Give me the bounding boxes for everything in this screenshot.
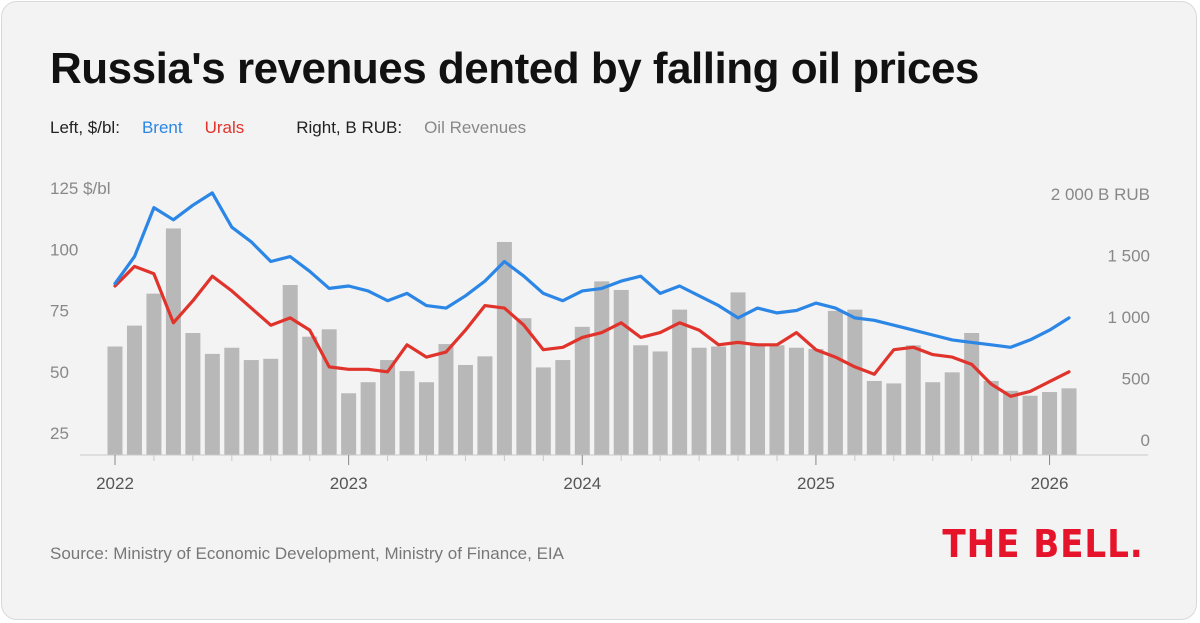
revenue-bar — [185, 332, 201, 455]
revenue-bar — [788, 347, 804, 455]
revenue-bar — [944, 372, 960, 455]
revenue-bar — [1022, 395, 1038, 455]
x-axis-year-label: 2022 — [96, 474, 134, 493]
revenue-bar — [1042, 392, 1058, 455]
revenue-bar — [516, 318, 532, 455]
legend-right-label: Right, B RUB: — [296, 118, 403, 137]
chart-title: Russia's revenues dented by falling oil … — [50, 44, 979, 93]
right-axis-tick-label: 1 500 — [1107, 247, 1150, 266]
right-axis-tick-label: 0 — [1141, 431, 1150, 450]
revenue-bar — [321, 329, 337, 455]
x-axis-year-label: 2024 — [563, 474, 601, 493]
revenue-bar — [438, 344, 454, 455]
revenue-bar — [419, 382, 435, 455]
revenue-bar — [827, 310, 843, 455]
source-note: Source: Ministry of Economic Development… — [50, 544, 564, 563]
brent-line — [113, 191, 1071, 349]
left-axis-tick-label: 50 — [50, 363, 69, 382]
left-axis-tick-label: 100 — [50, 240, 78, 259]
revenue-bar — [165, 228, 181, 455]
revenue-bar — [360, 382, 376, 455]
revenue-bar — [1003, 390, 1019, 455]
revenue-bar — [1061, 388, 1077, 455]
revenue-bar — [613, 289, 629, 455]
revenue-bar — [847, 309, 863, 455]
revenue-bar — [750, 345, 766, 455]
legend-left-label: Left, $/bl: — [50, 118, 120, 137]
revenue-bar — [341, 393, 357, 455]
revenue-bar — [905, 345, 921, 455]
revenue-bar — [769, 345, 785, 455]
revenue-bar — [457, 364, 473, 455]
revenue-bar — [399, 371, 415, 455]
right-axis-top-label: 2 000 B RUB — [1051, 185, 1150, 204]
revenue-bar — [808, 348, 824, 455]
revenue-bar — [925, 382, 941, 455]
x-axis-year-label: 2023 — [330, 474, 368, 493]
revenue-bar — [730, 292, 746, 455]
the-bell-logo: THE BELL. — [942, 522, 1144, 566]
x-axis-year-label: 2025 — [797, 474, 835, 493]
revenue-bar — [711, 346, 727, 455]
revenue-bar — [263, 358, 279, 455]
revenue-bar — [964, 332, 980, 455]
x-axis-year-label: 2026 — [1031, 474, 1069, 493]
revenue-bar — [477, 356, 493, 455]
legend-brent: Brent — [141, 118, 183, 137]
right-axis-tick-label: 1 000 — [1107, 308, 1150, 327]
left-axis-tick-label: 75 — [50, 302, 69, 321]
revenue-bar — [380, 360, 396, 455]
revenue-bar — [146, 293, 162, 455]
revenue-bar — [866, 380, 882, 455]
revenue-bar — [224, 347, 240, 455]
revenue-bar — [672, 309, 688, 455]
revenue-bar — [555, 360, 571, 455]
revenue-bar — [983, 380, 999, 455]
left-axis-tick-label: 25 — [50, 424, 69, 443]
urals-line — [113, 264, 1071, 398]
revenue-bar — [535, 367, 551, 455]
revenue-bar — [652, 351, 668, 455]
legend-urals: Urals — [204, 118, 245, 137]
revenue-bar — [691, 347, 707, 455]
revenue-bar — [886, 383, 902, 455]
revenue-bar — [496, 241, 512, 455]
revenue-bar — [302, 336, 318, 455]
revenue-bar — [574, 326, 590, 455]
revenue-bar — [204, 353, 220, 455]
revenue-bar — [594, 281, 610, 455]
legend-oil-revenues: Oil Revenues — [424, 118, 527, 137]
revenue-bar — [282, 285, 298, 455]
revenue-bar — [243, 360, 259, 455]
legend: Left, $/bl: Brent Urals Right, B RUB: Oil Re… — [50, 118, 548, 138]
revenue-bar — [633, 345, 649, 455]
right-axis-tick-label: 500 — [1122, 370, 1150, 389]
revenue-bar — [107, 346, 123, 455]
revenue-bar — [126, 325, 142, 455]
left-axis-top-label: 125 $/bl — [50, 179, 111, 198]
